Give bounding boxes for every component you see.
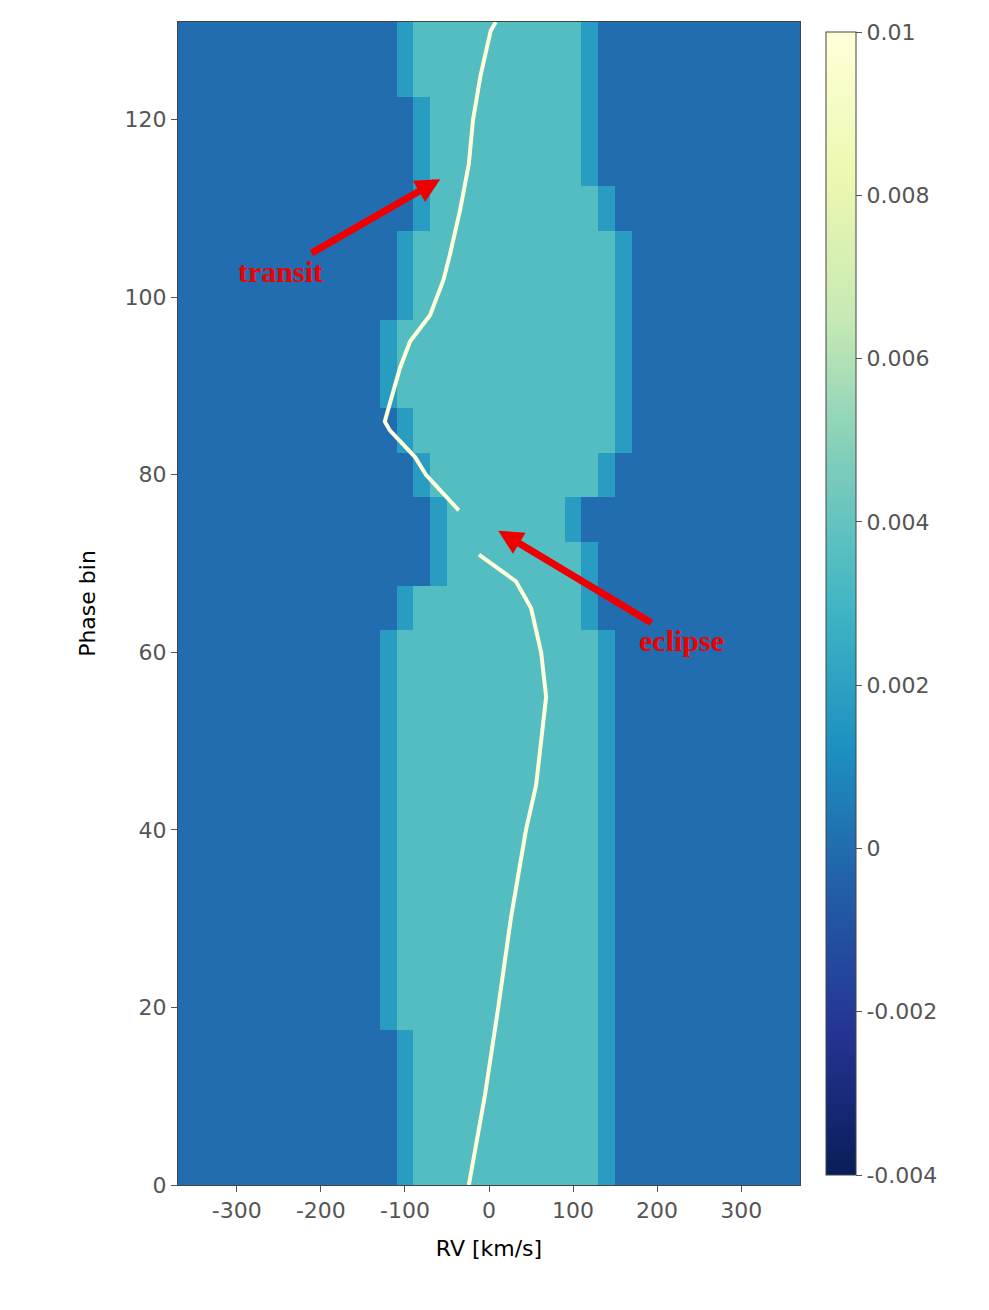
svg-text:0: 0: [866, 836, 880, 861]
svg-text:0: 0: [482, 1198, 496, 1223]
svg-text:200: 200: [636, 1198, 678, 1223]
svg-text:Phase bin: Phase bin: [75, 550, 100, 657]
svg-text:RV [km/s]: RV [km/s]: [436, 1236, 542, 1261]
svg-text:120: 120: [125, 107, 167, 132]
svg-text:-0.004: -0.004: [866, 1163, 937, 1188]
svg-text:300: 300: [720, 1198, 762, 1223]
svg-text:0.006: 0.006: [866, 346, 929, 371]
svg-text:40: 40: [139, 818, 167, 843]
svg-text:100: 100: [125, 285, 167, 310]
svg-text:0: 0: [153, 1173, 167, 1198]
svg-text:0.002: 0.002: [866, 673, 929, 698]
svg-text:100: 100: [552, 1198, 594, 1223]
svg-text:0.004: 0.004: [866, 510, 929, 535]
svg-text:0.008: 0.008: [866, 183, 929, 208]
svg-text:-300: -300: [212, 1198, 262, 1223]
svg-text:-0.002: -0.002: [866, 999, 937, 1024]
svg-text:transit: transit: [238, 255, 323, 288]
svg-text:-200: -200: [296, 1198, 346, 1223]
svg-text:eclipse: eclipse: [639, 624, 724, 657]
svg-text:20: 20: [139, 995, 167, 1020]
svg-text:-100: -100: [380, 1198, 430, 1223]
svg-text:80: 80: [139, 462, 167, 487]
svg-text:60: 60: [139, 640, 167, 665]
svg-text:0.01: 0.01: [866, 20, 915, 45]
